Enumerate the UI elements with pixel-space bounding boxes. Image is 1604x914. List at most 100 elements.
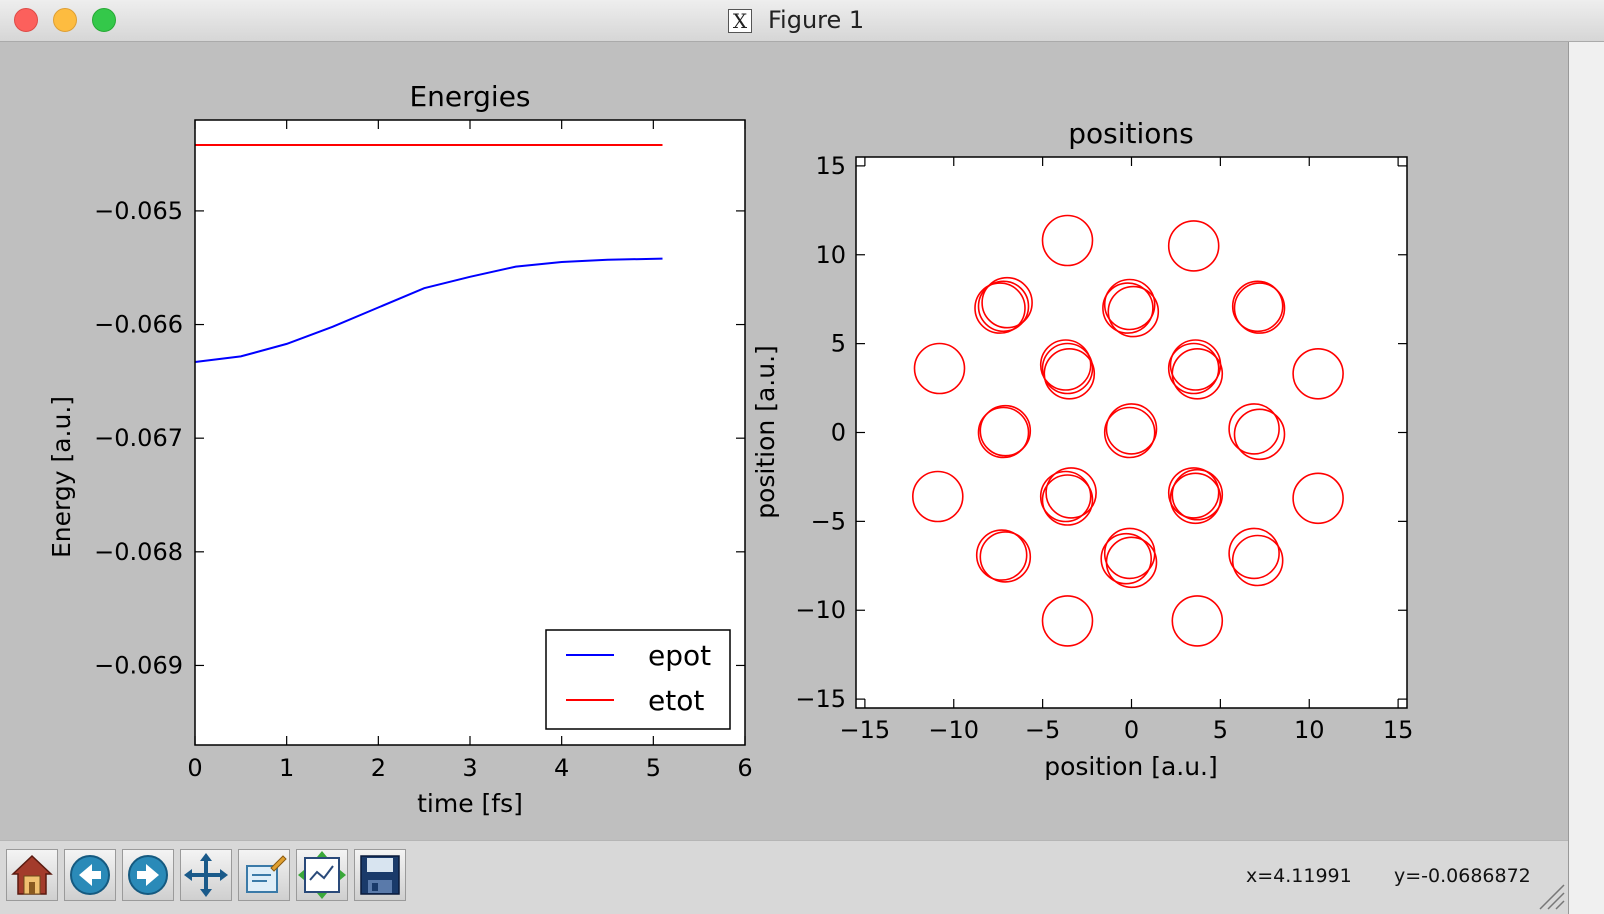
- save-button[interactable]: [354, 849, 406, 901]
- back-button[interactable]: [64, 849, 116, 901]
- window-title: Figure 1: [768, 6, 865, 34]
- positions-xlabel: position [a.u.]: [1044, 752, 1218, 781]
- position-marker: [1169, 472, 1222, 525]
- position-marker: [1107, 285, 1160, 338]
- positions-x-tick-label: −5: [1025, 716, 1060, 744]
- position-marker: [1039, 470, 1092, 523]
- energies-y-tick-label: −0.069: [94, 651, 183, 679]
- position-marker: [975, 529, 1028, 581]
- close-window-button[interactable]: [14, 8, 38, 32]
- position-marker: [979, 404, 1032, 457]
- positions-axes-background: [856, 157, 1407, 708]
- position-marker: [1041, 342, 1094, 395]
- positions-y-tick-label: −10: [795, 596, 846, 624]
- background-window-edge: [1568, 42, 1604, 914]
- position-marker: [1228, 527, 1280, 580]
- position-marker: [911, 470, 964, 523]
- energies-x-tick-label: 5: [646, 754, 661, 782]
- position-marker: [1169, 339, 1222, 391]
- zoom-button[interactable]: [238, 849, 290, 901]
- energies-axes-frame: [194, 119, 746, 746]
- energies-title: Energies: [409, 80, 530, 113]
- x11-icon: X: [728, 9, 752, 33]
- positions-markers: [911, 214, 1344, 647]
- position-marker: [1292, 472, 1344, 525]
- position-marker: [1103, 527, 1156, 580]
- position-marker: [1292, 347, 1344, 400]
- position-marker: [977, 280, 1030, 333]
- energies-legend: epot etot: [545, 629, 731, 730]
- positions-y-tick-label: 15: [815, 152, 846, 180]
- position-marker: [1231, 534, 1284, 587]
- move-arrows-icon: [184, 853, 228, 897]
- position-marker: [974, 282, 1026, 334]
- position-marker: [977, 406, 1030, 459]
- energies-y-tick-label: −0.067: [94, 424, 183, 452]
- positions-y-tick-labels: 15 10 5 0 −5 −10 −15: [795, 152, 846, 713]
- position-marker: [1233, 282, 1286, 334]
- position-marker: [1171, 595, 1224, 647]
- energies-x-tick-label: 2: [371, 754, 386, 782]
- pan-button[interactable]: [180, 849, 232, 901]
- positions-axes-frame: [855, 156, 1408, 709]
- energies-y-tick-label: −0.068: [94, 538, 183, 566]
- position-marker: [979, 531, 1032, 583]
- home-button[interactable]: [6, 849, 58, 901]
- positions-x-tick-label: 5: [1213, 716, 1228, 744]
- positions-x-tick-label: 15: [1383, 716, 1414, 744]
- home-icon: [11, 854, 53, 895]
- positions-y-tick-label: 5: [831, 330, 846, 358]
- energies-x-tick-label: 6: [737, 754, 752, 782]
- position-marker: [1233, 408, 1286, 461]
- energies-lines: [194, 144, 663, 363]
- energies-ylabel: Energy [a.u.]: [47, 396, 76, 558]
- series-epot-line: [194, 257, 663, 363]
- position-marker: [1167, 342, 1220, 395]
- position-marker: [913, 342, 966, 395]
- position-marker: [1041, 214, 1094, 267]
- legend-etot-label: etot: [648, 684, 704, 717]
- zoom-window-button[interactable]: [92, 8, 116, 32]
- positions-ticks: [856, 157, 1407, 708]
- navigation-toolbar: x=4.11991 y=-0.0686872: [0, 840, 1568, 914]
- window-titlebar: X Figure 1: [0, 0, 1604, 42]
- position-marker: [1167, 220, 1220, 272]
- position-marker: [1171, 468, 1224, 521]
- energies-x-tick-labels: 0 1 2 3 4 5 6: [187, 754, 752, 782]
- position-marker: [1041, 474, 1094, 526]
- positions-x-tick-label: −15: [840, 716, 891, 744]
- position-marker: [1228, 403, 1280, 455]
- subplots-button[interactable]: [296, 849, 348, 901]
- zoom-rect-icon: [246, 855, 287, 893]
- positions-title: positions: [1068, 117, 1194, 150]
- floppy-disk-icon: [360, 855, 400, 895]
- energies-x-tick-label: 3: [462, 754, 477, 782]
- energies-xlabel: time [fs]: [417, 789, 523, 818]
- position-marker: [1231, 280, 1284, 333]
- position-marker: [1043, 347, 1096, 400]
- position-marker: [1167, 467, 1220, 519]
- y-coordinate-readout: y=-0.0686872: [1394, 865, 1531, 887]
- positions-x-tick-label: 0: [1124, 716, 1139, 744]
- positions-x-tick-labels: −15 −10 −5 0 5 10 15: [840, 716, 1414, 744]
- position-marker: [1041, 595, 1094, 647]
- position-marker: [1103, 278, 1156, 331]
- positions-y-tick-label: −15: [795, 685, 846, 713]
- energies-y-tick-label: −0.066: [94, 311, 183, 339]
- legend-box: [545, 629, 731, 730]
- forward-button[interactable]: [122, 849, 174, 901]
- arrow-right-icon: [128, 855, 168, 895]
- position-marker: [1045, 467, 1097, 519]
- positions-x-tick-label: −10: [928, 716, 979, 744]
- position-marker: [1102, 282, 1154, 334]
- subplot-config-icon: [298, 851, 346, 899]
- resize-grip-icon[interactable]: [1536, 881, 1566, 911]
- energies-x-tick-label: 4: [554, 754, 569, 782]
- energies-x-tick-label: 0: [187, 754, 202, 782]
- x-coordinate-readout: x=4.11991: [1246, 865, 1352, 887]
- position-marker: [1100, 532, 1152, 585]
- energies-x-tick-label: 1: [279, 754, 294, 782]
- minimize-window-button[interactable]: [53, 8, 77, 32]
